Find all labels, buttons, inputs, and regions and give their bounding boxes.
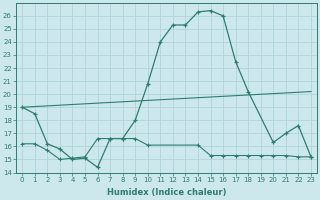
X-axis label: Humidex (Indice chaleur): Humidex (Indice chaleur): [107, 188, 226, 197]
